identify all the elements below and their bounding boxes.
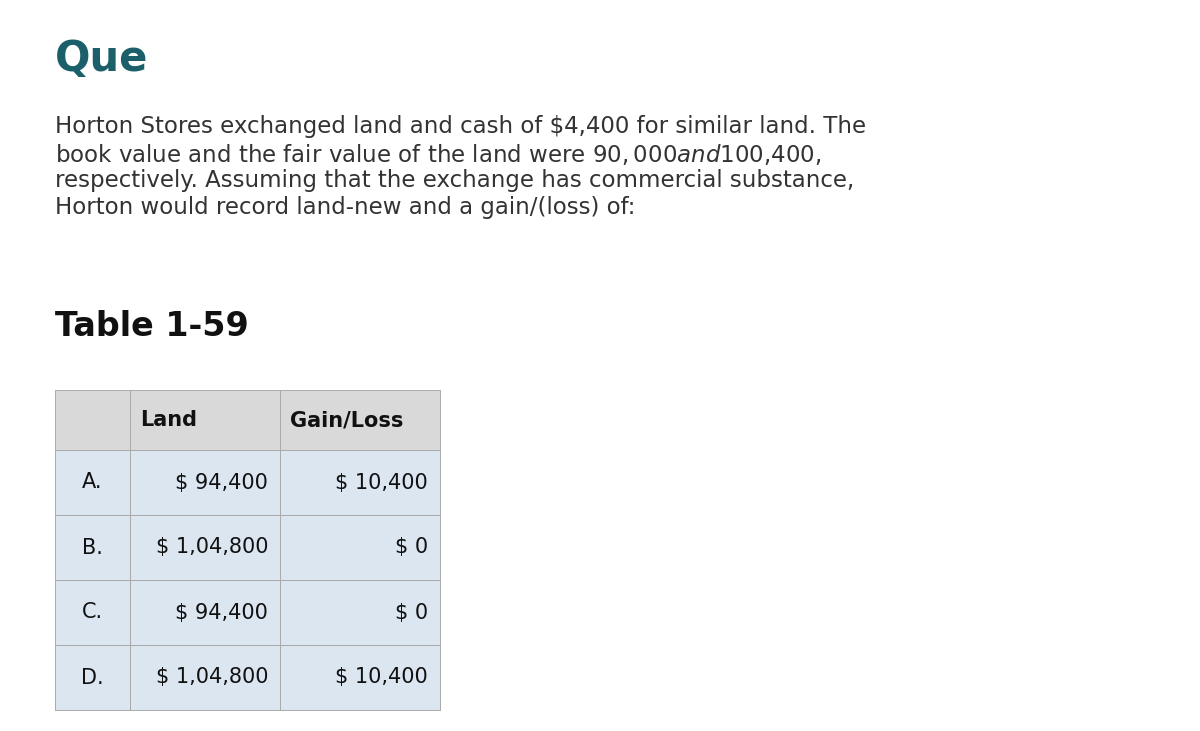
Bar [280,645,440,710]
Text: D.: D. [82,667,104,687]
Text: Land: Land [140,410,197,430]
Bar [55,645,130,710]
Text: Gain/Loss: Gain/Loss [290,410,403,430]
Text: book value and the fair value of the land were $90,000 and $100,400,: book value and the fair value of the lan… [55,142,821,167]
Bar [280,390,440,450]
Text: $ 0: $ 0 [395,602,428,623]
Text: $ 94,400: $ 94,400 [175,602,268,623]
Text: $ 1,04,800: $ 1,04,800 [156,537,268,558]
Bar [130,645,280,710]
Bar [55,450,130,515]
Bar [55,390,130,450]
Text: C.: C. [82,602,103,623]
Bar [130,515,280,580]
Text: $ 1,04,800: $ 1,04,800 [156,667,268,687]
Bar [130,390,280,450]
Text: $ 94,400: $ 94,400 [175,472,268,493]
Text: B.: B. [82,537,103,558]
Bar [55,515,130,580]
Text: $ 10,400: $ 10,400 [335,667,428,687]
Text: $ 0: $ 0 [395,537,428,558]
Text: Horton would record land-new and a gain/(loss) of:: Horton would record land-new and a gain/… [55,196,635,219]
Text: Table 1-59: Table 1-59 [55,310,248,343]
Bar [280,580,440,645]
Bar [130,580,280,645]
Text: $ 10,400: $ 10,400 [335,472,428,493]
Bar [55,580,130,645]
Text: Que: Que [55,38,149,80]
Text: respectively. Assuming that the exchange has commercial substance,: respectively. Assuming that the exchange… [55,169,854,192]
Text: Horton Stores exchanged land and cash of $4,400 for similar land. The: Horton Stores exchanged land and cash of… [55,115,866,138]
Bar [280,450,440,515]
Bar [280,515,440,580]
Text: A.: A. [83,472,103,493]
Bar [130,450,280,515]
